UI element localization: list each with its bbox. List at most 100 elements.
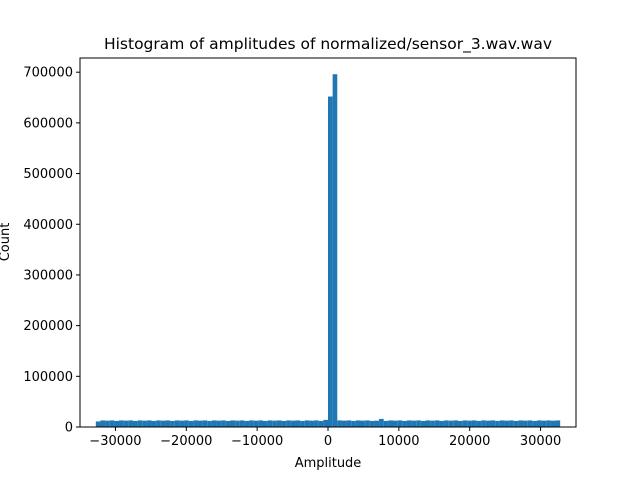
histogram-bar xyxy=(448,420,454,427)
histogram-bar xyxy=(369,420,375,427)
histogram-bar xyxy=(337,420,342,427)
histogram-bar xyxy=(546,420,551,427)
histogram-bar xyxy=(146,420,152,427)
x-axis-ticks: −30000 −20000 −10000 0 10000 20000 30000 xyxy=(89,427,561,449)
histogram-bar xyxy=(221,420,226,427)
histogram-bar xyxy=(119,420,124,427)
histogram-bar xyxy=(179,420,185,427)
histogram-bar xyxy=(244,420,250,427)
histogram-bar xyxy=(151,420,157,427)
histogram-bar xyxy=(202,420,208,427)
histogram-bar xyxy=(295,420,301,427)
y-tick-label: 500000 xyxy=(23,167,73,182)
x-tick-label: 20000 xyxy=(449,434,490,449)
histogram-bar xyxy=(309,420,315,427)
histogram-bar xyxy=(471,420,477,427)
histogram-bar xyxy=(365,420,370,427)
histogram-bar xyxy=(485,420,491,427)
y-tick-label: 200000 xyxy=(23,319,73,334)
y-axis-label: Count xyxy=(0,223,13,262)
plot-frame xyxy=(79,57,577,428)
histogram-bar xyxy=(105,420,110,427)
histogram-bar xyxy=(304,420,310,427)
histogram-bar xyxy=(137,420,143,427)
histogram-bar xyxy=(406,420,412,427)
histogram-bar xyxy=(458,420,463,427)
histogram-bar xyxy=(114,420,120,427)
histogram-bar xyxy=(374,420,380,427)
histogram-bar xyxy=(332,74,338,427)
histogram-bar xyxy=(379,418,384,427)
histogram-bar xyxy=(518,420,524,427)
histogram-bar xyxy=(165,420,171,427)
histogram-bar xyxy=(555,420,561,427)
histogram-bar xyxy=(495,420,500,427)
histogram-bar xyxy=(323,419,328,427)
histogram-bar xyxy=(318,420,324,427)
histogram-bar xyxy=(123,420,129,427)
histogram-bar xyxy=(504,420,510,427)
chart-title: Histogram of amplitudes of normalized/se… xyxy=(104,35,552,54)
y-axis-ticks: 0 100000 200000 300000 400000 500000 600000 700… xyxy=(23,66,80,436)
histogram-bar xyxy=(430,420,435,427)
histogram-bar xyxy=(300,420,305,427)
histogram-bar xyxy=(235,420,240,427)
histogram-bar xyxy=(411,420,417,427)
histogram-bar xyxy=(434,420,440,427)
histogram-bar xyxy=(523,420,528,427)
x-tick-label: −10000 xyxy=(231,434,283,449)
histogram-bar xyxy=(188,420,194,427)
x-tick-label: −20000 xyxy=(160,434,212,449)
histogram-bar xyxy=(193,420,198,427)
histogram-bar xyxy=(253,420,259,427)
histogram-bar xyxy=(402,420,407,427)
histogram-bar xyxy=(439,420,445,427)
histogram-bar xyxy=(513,420,519,427)
histogram-bar xyxy=(142,420,147,427)
histogram-bar xyxy=(184,420,189,427)
histogram-bar xyxy=(128,420,133,427)
histogram-bar xyxy=(360,420,366,427)
histogram-bar xyxy=(346,420,352,427)
histogram-bar xyxy=(281,420,287,427)
histogram-bar xyxy=(536,420,542,427)
histogram-bar xyxy=(462,420,468,427)
histogram-bar xyxy=(416,420,421,427)
histogram-bar xyxy=(290,420,296,427)
histogram-bar xyxy=(230,420,236,427)
histogram-bar xyxy=(207,420,212,427)
histogram-bar xyxy=(467,420,472,427)
histogram-bar xyxy=(453,420,459,427)
histogram-bar xyxy=(351,420,356,427)
histogram-bar xyxy=(174,420,180,427)
histogram-bar xyxy=(425,420,431,427)
histogram-bar xyxy=(258,420,263,427)
histogram-bar xyxy=(388,420,394,427)
histogram-bar xyxy=(267,420,273,427)
y-tick-label: 100000 xyxy=(23,370,73,385)
histogram-bar xyxy=(100,420,106,427)
histogram-bar xyxy=(272,420,277,427)
histogram-bar xyxy=(156,420,161,427)
histogram-bar xyxy=(197,420,203,427)
histogram-bar xyxy=(225,420,231,427)
histogram-bar xyxy=(509,420,514,427)
histogram-bar xyxy=(341,420,347,427)
x-axis-label: Amplitude xyxy=(295,456,362,471)
x-tick-label: −30000 xyxy=(89,434,141,449)
y-tick-label: 400000 xyxy=(23,218,73,233)
histogram-bar xyxy=(286,420,291,427)
histogram-bar xyxy=(397,420,403,427)
x-tick-label: 30000 xyxy=(520,434,561,449)
histogram-bar xyxy=(476,420,482,427)
histogram-bar xyxy=(239,420,245,427)
histogram-bar xyxy=(262,420,268,427)
histogram-bar xyxy=(499,420,505,427)
histogram-bar xyxy=(541,420,547,427)
histogram-bar xyxy=(527,420,533,427)
histogram-bar xyxy=(170,420,175,427)
histogram-bar xyxy=(327,96,333,428)
x-tick-label: 0 xyxy=(324,434,332,449)
histogram-bar xyxy=(160,420,166,427)
